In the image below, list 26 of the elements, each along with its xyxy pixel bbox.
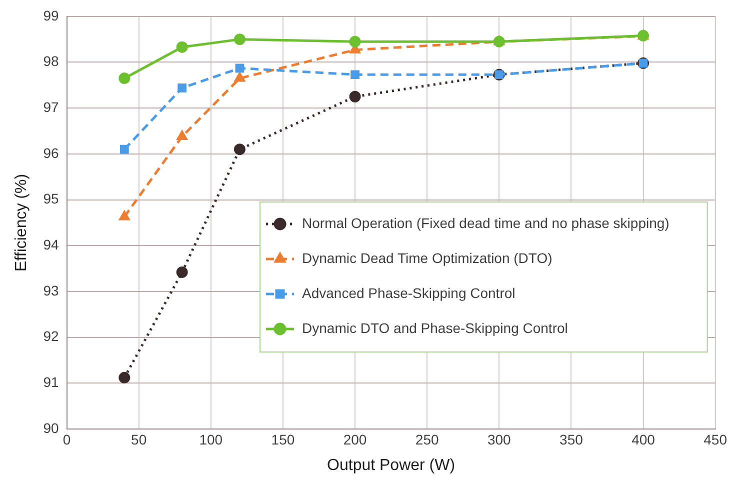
x-tick-label: 100 xyxy=(199,431,223,448)
x-tick-label: 200 xyxy=(343,431,367,448)
y-tick-label: 98 xyxy=(43,53,59,70)
y-axis-title: Efficiency (%) xyxy=(13,174,30,272)
x-tick-label: 50 xyxy=(131,431,147,448)
x-tick-label: 0 xyxy=(62,431,71,448)
x-tick-label: 400 xyxy=(632,431,656,448)
legend-label: Normal Operation (Fixed dead time and no phase skipping) xyxy=(302,214,670,231)
y-tick-label: 96 xyxy=(43,144,59,161)
y-tick-label: 97 xyxy=(43,98,59,115)
x-tick-label: 350 xyxy=(560,431,584,448)
x-tick-label: 300 xyxy=(487,431,512,448)
legend-label: Dynamic Dead Time Optimization (DTO) xyxy=(302,250,552,266)
x-tick-label: 450 xyxy=(704,431,728,448)
y-tick-label: 95 xyxy=(43,190,59,207)
x-axis-title: Output Power (W) xyxy=(327,456,456,474)
y-tick-label: 93 xyxy=(43,282,59,298)
y-tick-label: 92 xyxy=(43,328,59,344)
y-tick-label: 94 xyxy=(43,236,59,252)
y-tick-label: 99 xyxy=(43,7,59,24)
legend-label: Advanced Phase-Skipping Control xyxy=(302,284,516,301)
legend-label: Dynamic DTO and Phase-Skipping Control xyxy=(302,320,568,336)
y-tick-label: 91 xyxy=(43,374,59,390)
x-tick-label: 150 xyxy=(271,431,295,448)
y-tick-label: 90 xyxy=(43,420,59,436)
x-tick-label: 250 xyxy=(415,431,439,448)
